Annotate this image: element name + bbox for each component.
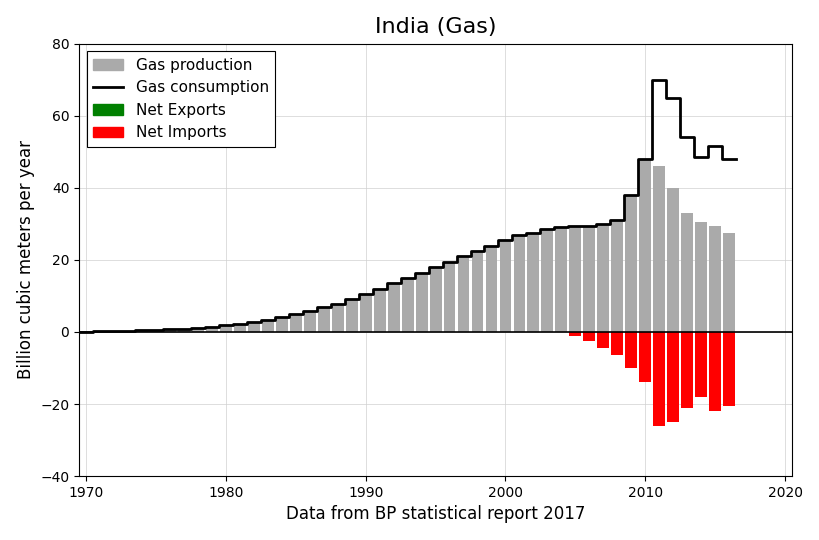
Bar (178, 329, 190, 332)
Title: India (Gas): India (Gas) (374, 17, 495, 37)
Bar (681, 332, 692, 408)
Bar (122, 330, 133, 332)
Bar (722, 233, 734, 332)
Bar (360, 294, 371, 332)
Bar (443, 262, 455, 332)
Bar (318, 307, 329, 332)
Bar (611, 220, 622, 332)
Bar (582, 226, 595, 332)
Bar (625, 195, 636, 332)
Bar (415, 273, 427, 332)
Bar (429, 267, 441, 332)
Bar (568, 332, 581, 335)
Bar (387, 284, 399, 332)
Bar (289, 314, 301, 332)
Bar (708, 226, 720, 332)
Bar (722, 332, 734, 406)
Bar (94, 331, 106, 332)
Legend: Gas production, Gas consumption, Net Exports, Net Imports: Gas production, Gas consumption, Net Exp… (87, 51, 274, 146)
Bar (136, 330, 147, 332)
Bar (192, 328, 204, 332)
Bar (206, 327, 218, 332)
Bar (108, 331, 120, 332)
Bar (695, 332, 706, 397)
Bar (611, 332, 622, 355)
Y-axis label: Billion cubic meters per year: Billion cubic meters per year (16, 140, 34, 380)
Bar (681, 213, 692, 332)
Bar (554, 227, 567, 332)
Bar (499, 240, 511, 332)
Bar (653, 332, 664, 426)
Bar (597, 224, 609, 332)
Bar (261, 320, 274, 332)
Bar (485, 246, 497, 332)
Bar (233, 323, 246, 332)
Bar (625, 332, 636, 368)
Bar (457, 256, 469, 332)
Bar (653, 166, 664, 332)
Bar (373, 289, 385, 332)
Bar (513, 235, 525, 332)
Bar (332, 303, 343, 332)
Bar (667, 332, 678, 422)
Bar (568, 226, 581, 332)
Bar (275, 317, 287, 332)
Bar (164, 329, 175, 332)
Bar (541, 230, 553, 332)
Bar (219, 326, 232, 332)
Bar (303, 311, 315, 332)
Bar (247, 322, 260, 332)
Bar (708, 332, 720, 411)
Bar (471, 251, 483, 332)
Bar (527, 233, 539, 332)
Bar (346, 299, 357, 332)
Bar (639, 332, 650, 382)
Bar (639, 159, 650, 332)
Bar (582, 332, 595, 341)
Bar (667, 188, 678, 332)
Bar (150, 330, 161, 332)
Bar (597, 332, 609, 348)
Bar (695, 222, 706, 332)
Bar (401, 278, 413, 332)
X-axis label: Data from BP statistical report 2017: Data from BP statistical report 2017 (286, 505, 585, 523)
